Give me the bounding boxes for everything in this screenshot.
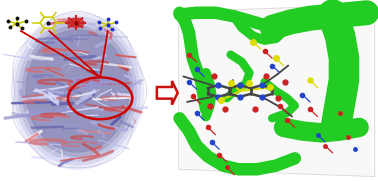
Polygon shape bbox=[181, 5, 373, 176]
Ellipse shape bbox=[19, 21, 136, 161]
Polygon shape bbox=[179, 5, 375, 177]
Ellipse shape bbox=[67, 18, 84, 27]
Ellipse shape bbox=[26, 30, 129, 152]
Ellipse shape bbox=[15, 17, 140, 165]
Ellipse shape bbox=[11, 13, 144, 169]
Ellipse shape bbox=[22, 26, 133, 156]
